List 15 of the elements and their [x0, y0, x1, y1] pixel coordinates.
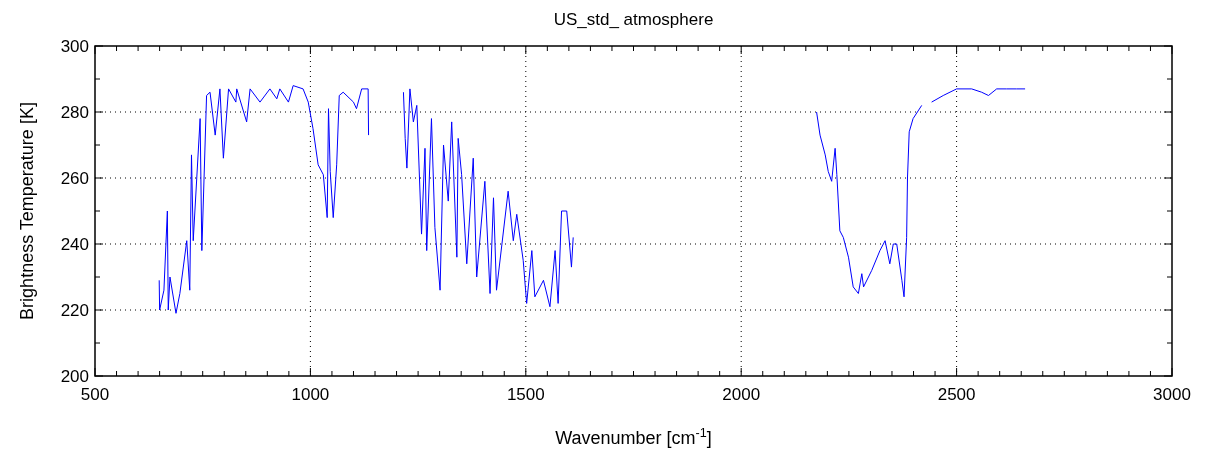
y-axis-title: Brightness Temperature [K]	[17, 102, 37, 320]
x-tick-label: 500	[80, 385, 110, 404]
y-tick-label: 240	[60, 235, 89, 254]
y-tick-label: 200	[60, 367, 89, 386]
x-tick-label: 2000	[722, 385, 761, 404]
y-tick-label: 220	[60, 301, 89, 320]
y-tick-label: 300	[60, 37, 89, 56]
x-tick-label: 1500	[506, 385, 545, 404]
x-tick-label: 3000	[1153, 385, 1191, 404]
x-tick-label: 2500	[937, 385, 976, 404]
y-tick-label: 280	[60, 103, 89, 122]
x-axis-title: Wavenumber [cm$^{-1}$]	[555, 426, 712, 448]
chart-title: US_std_ atmosphere	[553, 10, 714, 29]
y-tick-label: 260	[60, 169, 89, 188]
x-tick-label: 1000	[291, 385, 330, 404]
